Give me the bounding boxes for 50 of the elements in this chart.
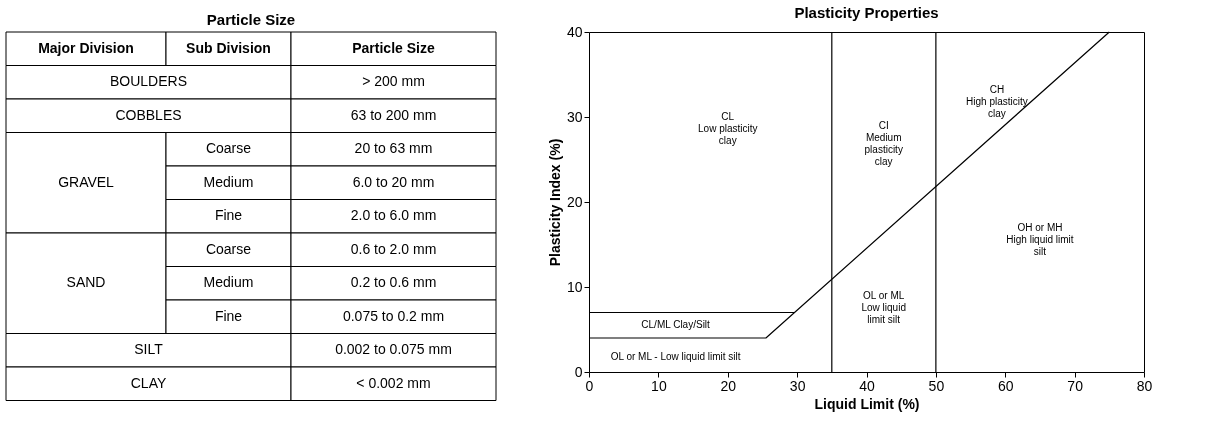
text: Sub Division <box>186 39 271 56</box>
text: 0.6 to 2.0 mm <box>350 240 437 257</box>
text: Medium <box>203 274 254 291</box>
text: 63 to 200 mm <box>350 106 437 123</box>
x-tick-label: 80 <box>1136 377 1153 394</box>
x-tick-label: 0 <box>585 377 594 394</box>
x-tick-label: 70 <box>1067 377 1084 394</box>
text: Fine <box>214 207 243 224</box>
x-tick-label: 50 <box>928 377 945 394</box>
text: 2.0 to 6.0 mm <box>350 207 437 224</box>
text: 6.0 to 20 mm <box>352 173 435 190</box>
annotation: CL Low plasticity clay <box>698 111 758 146</box>
x-tick-label: 10 <box>651 377 667 394</box>
text: Fine <box>214 307 243 324</box>
y-tick-label: 20 <box>566 193 583 210</box>
text: BOULDERS <box>109 73 188 90</box>
x-tick-label: 30 <box>789 377 806 394</box>
annotation: OL or ML Low liquid limit silt <box>861 289 906 325</box>
text: SAND <box>66 274 106 291</box>
annotation: CI Medium plasticity clay <box>864 119 903 167</box>
y-tick-label: 40 <box>566 23 583 40</box>
annotation: CL/ML Clay/Silt <box>641 319 711 331</box>
text: < 0.002 mm <box>356 374 431 391</box>
x-axis-title: Liquid Limit (%) <box>814 395 920 412</box>
text: Major Division <box>38 39 134 56</box>
y-tick-label: 10 <box>566 278 583 295</box>
annotation: CH High plasticity clay <box>966 83 1028 119</box>
annotation: OH or MH High liquid limit silt <box>1006 221 1074 257</box>
x-tick-label: 20 <box>720 377 737 394</box>
text: GRAVEL <box>58 173 115 190</box>
text: Particle Size <box>206 10 296 28</box>
y-axis-title: Plasticity Index (%) <box>546 138 563 267</box>
text: 0.075 to 0.2 mm <box>342 307 445 324</box>
text: 20 to 63 mm <box>354 140 433 157</box>
text: Particle Size <box>352 39 435 56</box>
x-tick-label: 40 <box>859 377 875 394</box>
chart-title: Plasticity Properties <box>794 4 939 21</box>
x-tick-label: 60 <box>997 377 1014 394</box>
text: SILT <box>134 341 164 358</box>
text: CLAY <box>130 374 167 391</box>
text: 0.2 to 0.6 mm <box>350 274 437 291</box>
y-tick-label: 0 <box>574 363 583 380</box>
text: Coarse <box>205 140 252 157</box>
text: 0.002 to 0.075 mm <box>335 341 452 358</box>
y-tick-label: 30 <box>566 108 583 125</box>
text: Medium <box>203 173 254 190</box>
text: Coarse <box>205 240 252 257</box>
annotation: OL or ML - Low liquid limit silt <box>610 350 741 362</box>
text: > 200 mm <box>362 73 425 90</box>
text: COBBLES <box>115 106 182 123</box>
